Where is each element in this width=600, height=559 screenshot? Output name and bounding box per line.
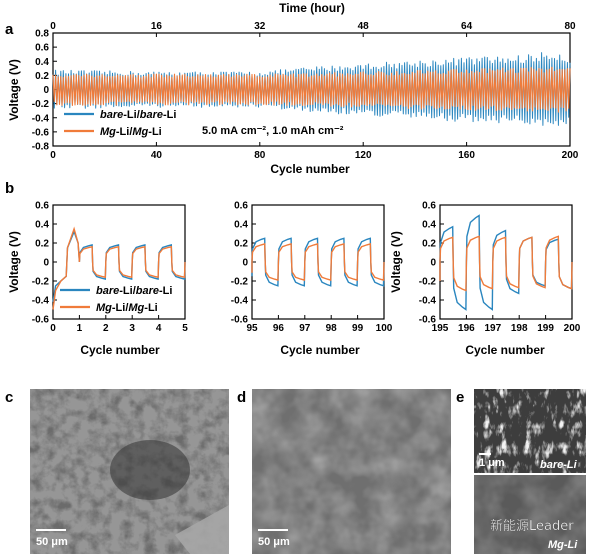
x-tick-label: 200 [562, 150, 579, 161]
x-tick-label: 100 [376, 323, 393, 334]
y-tick-label: -0.4 [32, 296, 50, 307]
x-tick-label: 97 [299, 323, 311, 334]
x2-tick-label: 0 [50, 21, 56, 32]
y-tick-label: 0.6 [35, 201, 49, 212]
x-tick-label: 160 [458, 150, 475, 161]
x-tick-label: 98 [326, 323, 338, 334]
y-tick-label: 0.6 [422, 201, 436, 212]
x2-tick-label: 32 [254, 21, 266, 32]
x-tick-label: 96 [273, 323, 285, 334]
axis-title-b1-x: Cycle number [80, 343, 160, 357]
sem-image-e-top [474, 389, 586, 473]
axis-title-b3-x: Cycle number [465, 343, 545, 357]
y-tick-label: -0.2 [32, 277, 50, 288]
x-tick-label: 95 [246, 323, 258, 334]
y-tick-label: 0 [242, 258, 248, 269]
y-tick-label: 0.4 [35, 220, 49, 231]
panel-label-e: e [456, 389, 464, 406]
y-tick-label: -0.4 [231, 296, 249, 307]
chart-a: 0 40 80 120 160 200-0.8-0.6-0.4-0.200.20.40.6… [32, 21, 579, 161]
y-tick-label: -0.8 [32, 142, 50, 153]
chart-b2: 95 96 97 98 99 100 -0.6 -0.4 -0.2 0 0.2 0.4 0.6 [231, 201, 393, 335]
chart-b1: 0 1 2 3 4 5 -0.6 -0.4 -0.2 0 0.2 0.4 0.6 [32, 201, 188, 335]
x-tick-label: 5 [182, 323, 188, 334]
y-tick-label: -0.6 [32, 127, 50, 138]
chart-b3: 195 196 197 198 199 200 -0.6 -0.4 -0.2 0 0.2 0.4 0.6 [419, 201, 581, 335]
y-tick-label: 0.2 [234, 239, 248, 250]
x-tick-label: 0 [50, 150, 56, 161]
x-tick-label: 80 [254, 150, 266, 161]
series-line-mg [251, 242, 385, 282]
sem-image-c [30, 389, 229, 554]
x-tick-label: 99 [352, 323, 364, 334]
panel-label-b: b [5, 180, 14, 197]
x-tick-label: 200 [564, 323, 581, 334]
axis-title-b3-y: Voltage (V) [389, 231, 403, 293]
scale-label-e: 1 μm [479, 457, 505, 469]
tag-e-mg: Mg-Li [548, 539, 578, 551]
y-tick-label: 0.4 [422, 220, 436, 231]
series-line-mg [52, 226, 186, 310]
y-tick-label: 0 [43, 85, 49, 96]
axis-title-a-y: Voltage (V) [7, 59, 21, 121]
x-tick-label: 199 [537, 323, 554, 334]
x-tick-label: 195 [432, 323, 449, 334]
sem-image-d [252, 389, 451, 554]
legend-a-bare-label: bare-Li/bare-Li [100, 109, 176, 121]
y-tick-label: 0 [430, 258, 436, 269]
x2-tick-label: 80 [564, 21, 576, 32]
axis-title-a-x2: Time (hour) [279, 1, 345, 15]
y-tick-label: 0.2 [35, 239, 49, 250]
legend-a-condition: 5.0 mA cm⁻², 1.0 mAh cm⁻² [202, 125, 344, 137]
legend-b: bare-Li/bare-Li Mg-Li/Mg-Li [60, 285, 172, 314]
y-tick-label: -0.2 [32, 99, 50, 110]
x2-tick-label: 48 [358, 21, 370, 32]
axis-title-b2-x: Cycle number [280, 343, 360, 357]
x-tick-label: 120 [355, 150, 372, 161]
y-tick-label: -0.6 [419, 315, 437, 326]
x-tick-label: 198 [511, 323, 528, 334]
panel-label-a: a [5, 21, 14, 38]
y-tick-label: -0.6 [32, 315, 50, 326]
y-tick-label: 0 [43, 258, 49, 269]
x-tick-label: 1 [77, 323, 83, 334]
scale-label-d: 50 μm [258, 536, 290, 548]
y-tick-label: 0.2 [35, 71, 49, 82]
x-tick-label: 197 [484, 323, 501, 334]
y-tick-label: 0.4 [234, 220, 248, 231]
y-tick-label: -0.2 [231, 277, 249, 288]
y-tick-label: 0.2 [422, 239, 436, 250]
x-tick-label: 0 [50, 323, 56, 334]
x-tick-label: 40 [151, 150, 163, 161]
y-tick-label: 0.8 [35, 29, 49, 40]
legend-a: bare-Li/bare-Li Mg-Li/Mg-Li 5.0 mA cm⁻²,… [64, 109, 344, 138]
x-tick-label: 2 [103, 323, 109, 334]
x-tick-label: 4 [156, 323, 162, 334]
series-line-mg [52, 66, 571, 113]
y-tick-label: -0.4 [419, 296, 437, 307]
y-tick-label: -0.2 [419, 277, 437, 288]
sem-image-e-bottom [474, 475, 586, 554]
scale-label-c: 50 μm [36, 536, 68, 548]
y-tick-label: 0.6 [234, 201, 248, 212]
axis-title-b1-y: Voltage (V) [7, 231, 21, 293]
x2-tick-label: 16 [151, 21, 163, 32]
legend-b-bare-label: bare-Li/bare-Li [96, 285, 172, 297]
watermark: 新能源Leader [490, 518, 574, 534]
axis-title-a-x: Cycle number [270, 162, 350, 176]
series-line-mg [439, 235, 573, 292]
y-tick-label: -0.6 [231, 315, 249, 326]
legend-b-mg-label: Mg-Li/Mg-Li [96, 302, 158, 314]
y-tick-label: 0.4 [35, 57, 49, 68]
x-tick-label: 196 [458, 323, 475, 334]
y-tick-label: 0.6 [35, 43, 49, 54]
tag-e-bare: bare-Li [540, 459, 578, 471]
legend-a-mg-label: Mg-Li/Mg-Li [100, 126, 162, 138]
panel-label-c: c [5, 389, 13, 406]
y-tick-label: -0.4 [32, 113, 50, 124]
x2-tick-label: 64 [461, 21, 473, 32]
panel-label-d: d [237, 389, 246, 406]
x-tick-label: 3 [129, 323, 135, 334]
